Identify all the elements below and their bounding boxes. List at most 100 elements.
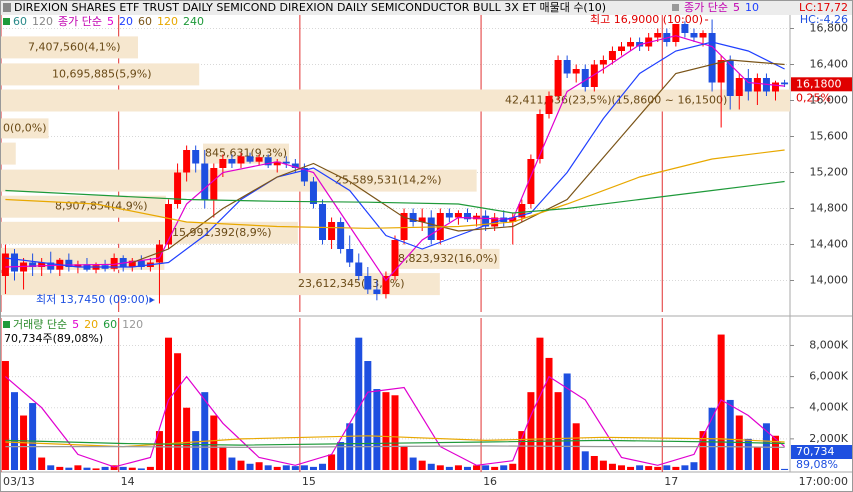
ma-line: [5, 435, 785, 448]
volume-bar: [174, 353, 182, 470]
legend-entry: 20: [119, 15, 133, 28]
x-end-label: 17:00:00: [799, 475, 848, 488]
candle-body: [590, 64, 598, 87]
candle-body: [29, 262, 37, 267]
candle-body: [654, 33, 662, 38]
legend-entry: 120: [157, 15, 178, 28]
candle-body: [545, 96, 553, 114]
candle-body: [319, 204, 327, 240]
volume-bar: [436, 465, 444, 470]
candle-body: [255, 157, 263, 162]
volume-bar: [627, 466, 635, 470]
candle-body: [264, 157, 272, 166]
header-bar: [0, 0, 853, 15]
candle-body: [735, 78, 743, 96]
candle-body: [300, 168, 308, 182]
volume-profile-label-bg: [53, 196, 150, 217]
legend-swatch: [672, 4, 679, 11]
candle-body: [391, 240, 399, 276]
candle-body: [753, 78, 761, 92]
volume-bar: [663, 465, 671, 470]
volume-bar: [110, 465, 118, 470]
candle-body: [355, 262, 363, 276]
volume-profile-label: 15,991,392(8,9%): [172, 226, 272, 239]
volume-profile-label: 0(0,0%): [3, 121, 47, 134]
candle-body: [219, 159, 227, 168]
volume-bar: [282, 465, 290, 470]
volume-bar: [101, 466, 109, 470]
volume-bar: [518, 431, 526, 470]
volume-bar: [373, 389, 381, 470]
low-arrow-head: [149, 297, 155, 303]
volume-bar: [155, 431, 163, 470]
candle-body: [74, 264, 82, 267]
volume-bar: [246, 463, 254, 470]
ma-line: [5, 375, 785, 468]
volume-bar: [38, 457, 46, 470]
legend-entry: 5: [72, 318, 79, 331]
candle-body: [183, 150, 191, 173]
candle-body: [328, 222, 336, 240]
candle-body: [554, 60, 562, 96]
volume-bar: [427, 463, 435, 470]
y-tick-label: 8,000K: [809, 338, 848, 351]
last-volume-label: 70,734: [796, 445, 835, 458]
candle-body: [400, 213, 408, 240]
volume-bar: [744, 438, 752, 470]
candle-body: [527, 159, 535, 204]
ma-line: [5, 149, 785, 229]
x-tick-label: 15: [302, 475, 316, 488]
volume-bar: [210, 415, 218, 470]
volume-profile-label-bg: [296, 274, 407, 295]
legend-entry: 종가 단순: [58, 15, 102, 28]
legend-entry: 거래량 단순: [13, 318, 67, 331]
candle-body: [38, 262, 46, 267]
candle-body: [717, 60, 725, 83]
legend-entry: 10: [745, 1, 759, 14]
y-tick-label: 15,600: [810, 130, 849, 143]
candle-body: [10, 253, 18, 272]
volume-bar: [201, 392, 209, 470]
x-tick-label: 14: [121, 475, 135, 488]
high-label: 최고 16,9000 (10:00): [590, 13, 703, 26]
volume-profile-label: 8,823,932(16,0%): [398, 252, 498, 265]
volume-bar: [237, 460, 245, 470]
candle-body: [373, 289, 381, 294]
volume-bar: [726, 399, 734, 470]
change-label: 0,25%: [796, 91, 831, 104]
candle-body: [608, 51, 616, 60]
ma-line: [5, 41, 785, 268]
y-tick-label: 4,000K: [809, 401, 848, 414]
candle-body: [128, 260, 136, 267]
candle-body: [463, 213, 471, 220]
candle-body: [246, 156, 254, 162]
legend-entry: 120: [32, 15, 53, 28]
volume-bar: [563, 373, 571, 470]
volume-bar: [319, 463, 327, 470]
last-ratio-label: 89,08%: [796, 458, 838, 471]
volume-profile-label: 23,612,345(13,1%): [298, 277, 405, 290]
candle-body: [781, 82, 789, 85]
volume-bar: [690, 462, 698, 470]
volume-bar: [445, 466, 453, 470]
volume-bar: [636, 465, 644, 470]
volume-bar: [500, 465, 508, 470]
y-tick-label: 16,800: [810, 22, 849, 35]
candle-body: [1, 253, 9, 276]
volume-bar: [599, 460, 607, 470]
volume-bar: [300, 465, 308, 470]
volume-bar: [409, 457, 417, 470]
candle-body: [699, 33, 707, 38]
candle-body: [291, 163, 299, 168]
volume-profile-label-bg: [396, 248, 500, 269]
volume-bar: [264, 465, 272, 470]
legend-swatch: [3, 321, 10, 328]
volume-bar: [617, 465, 625, 470]
legend-entry: 60: [13, 15, 27, 28]
volume-bar: [165, 337, 173, 470]
candle-body: [627, 42, 635, 47]
candle-body: [346, 249, 354, 263]
volume-bar: [10, 392, 18, 470]
volume-bar: [364, 361, 372, 470]
